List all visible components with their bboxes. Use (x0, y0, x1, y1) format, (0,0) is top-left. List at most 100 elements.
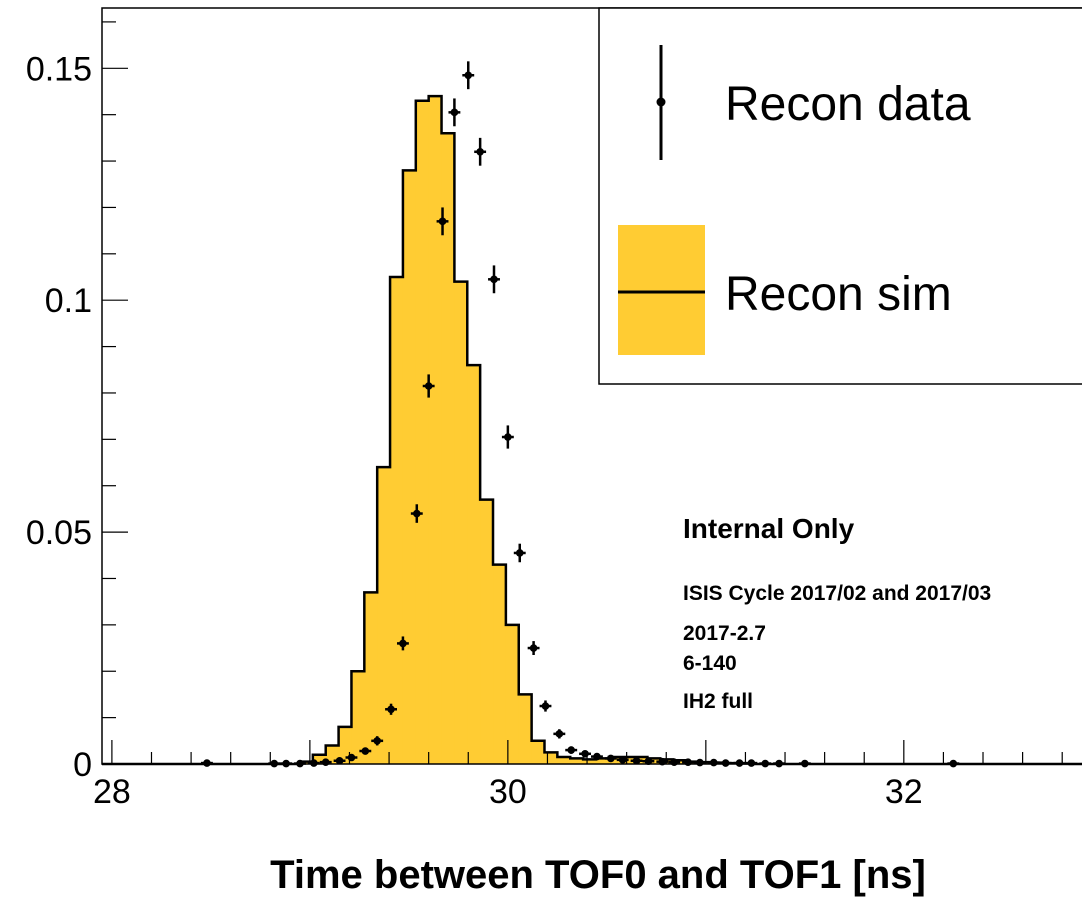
data-marker (721, 759, 730, 767)
data-point (733, 759, 746, 767)
data-point (745, 759, 758, 767)
data-point (488, 265, 500, 294)
data-marker (593, 752, 601, 761)
data-marker (529, 644, 538, 652)
y-tick-label: 0.15 (26, 50, 92, 88)
data-marker (541, 702, 550, 710)
sim-bin (312, 754, 327, 764)
data-marker (696, 758, 704, 767)
data-point (591, 752, 603, 761)
sim-bin (325, 745, 340, 764)
x-tick-label: 30 (489, 773, 527, 811)
data-marker (670, 758, 678, 766)
sim-bin (608, 757, 623, 764)
sim-bin (377, 467, 391, 764)
sim-bin (595, 758, 610, 764)
data-marker (607, 754, 615, 763)
data-marker (310, 759, 318, 767)
data-marker (347, 753, 356, 762)
x-tick-label: 28 (93, 773, 131, 811)
annotations: Internal Only ISIS Cycle 2017/02 and 201… (683, 513, 991, 713)
data-point (719, 759, 732, 767)
data-point (565, 746, 578, 754)
sim-bin (454, 281, 468, 764)
legend-sim-swatch (618, 225, 705, 355)
sim-bin (428, 96, 443, 765)
data-point (396, 636, 409, 651)
data-point (539, 700, 552, 712)
data-point (707, 758, 720, 767)
data-marker (321, 758, 330, 766)
data-marker (424, 382, 433, 390)
annotation-version: 2017-2.7 (683, 622, 766, 645)
data-marker (684, 758, 692, 766)
data-point (371, 736, 384, 746)
data-marker (399, 639, 407, 648)
sim-bin (415, 100, 430, 764)
sim-bin (570, 758, 584, 764)
sim-bin (467, 365, 481, 764)
data-point (630, 756, 643, 765)
annotation-internal-only: Internal Only (683, 513, 855, 544)
sim-bin (544, 752, 558, 764)
data-point (513, 543, 526, 563)
sim-bin (364, 592, 378, 764)
legend-label-recon-sim: Recon sim (725, 268, 952, 321)
annotation-isis-cycle: ISIS Cycle 2017/02 and 2017/03 (683, 582, 991, 605)
data-point (385, 703, 397, 715)
data-marker (581, 749, 589, 758)
sim-bin (493, 564, 507, 764)
data-point (333, 756, 346, 765)
y-tick-label: 0 (73, 746, 92, 784)
sim-histogram-layer (102, 94, 1082, 766)
sim-bin (531, 740, 546, 764)
data-points-layer (200, 61, 960, 768)
sim-bin (338, 726, 353, 764)
data-marker (515, 549, 524, 557)
axes-layer: 28 30 32 0 0.05 0.1 0.15 (26, 21, 1063, 811)
legend: Recon data Recon sim (598, 7, 1082, 385)
annotation-beamline-setting: 6-140 (683, 652, 737, 675)
data-point (359, 747, 372, 755)
data-point (410, 504, 423, 523)
sim-bin (505, 624, 520, 764)
data-point (422, 374, 435, 398)
y-tick-label: 0.1 (45, 282, 92, 320)
sim-bin (441, 133, 456, 764)
data-marker (438, 217, 447, 226)
data-marker (555, 730, 564, 738)
data-point (604, 754, 617, 763)
data-marker (709, 758, 718, 767)
sim-bin (480, 499, 494, 764)
sim-bin (583, 759, 597, 764)
data-marker (476, 147, 484, 156)
y-tick-label: 0.05 (26, 514, 92, 552)
data-point (436, 207, 449, 236)
data-point (693, 758, 706, 767)
sim-bin (557, 757, 571, 764)
sim-bin (390, 277, 404, 764)
data-point (642, 757, 655, 766)
data-point (462, 61, 475, 90)
legend-label-recon-data: Recon data (725, 78, 971, 131)
data-point (200, 759, 213, 767)
data-marker (747, 759, 756, 767)
data-marker (632, 756, 641, 765)
sim-bin (351, 671, 365, 764)
data-point (579, 749, 592, 758)
legend-data-marker (656, 97, 666, 107)
sim-bin (518, 694, 533, 764)
data-point (474, 137, 487, 166)
data-marker (618, 756, 627, 764)
data-marker (335, 756, 344, 765)
sim-bin (402, 170, 417, 764)
data-marker (644, 757, 653, 766)
x-axis-title: Time between TOF0 and TOF1 [ns] (270, 853, 926, 897)
data-marker (361, 747, 370, 755)
data-marker (373, 737, 381, 745)
data-marker (490, 275, 498, 284)
data-point (501, 425, 514, 449)
data-point (527, 641, 540, 656)
data-marker (412, 509, 421, 518)
